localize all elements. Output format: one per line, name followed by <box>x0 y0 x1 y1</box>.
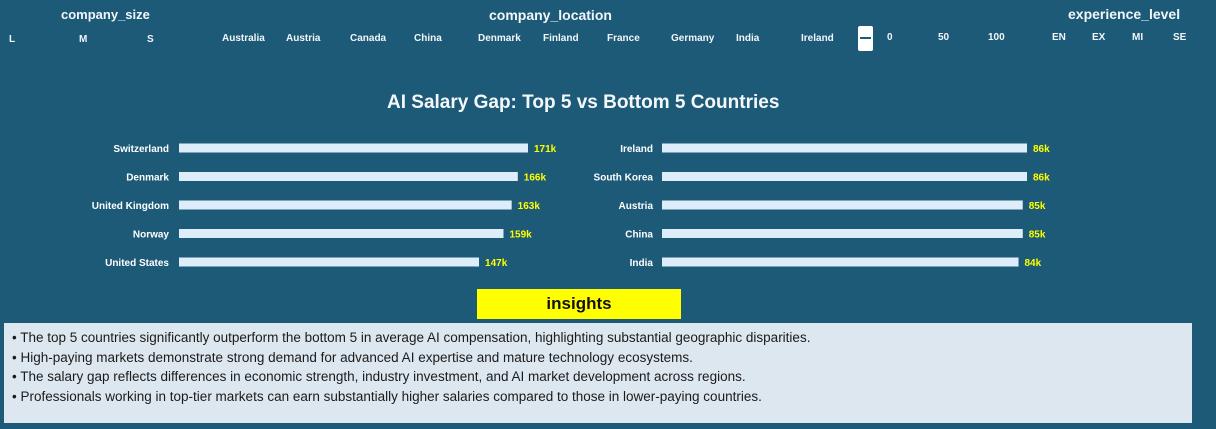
value-label: 86k <box>1033 144 1050 155</box>
value-label: 85k <box>1029 201 1046 212</box>
bar <box>662 229 1023 238</box>
value-label: 166k <box>524 173 547 184</box>
bar <box>179 200 512 210</box>
category-label: United States <box>105 258 169 269</box>
company-location-slicer-title: company_location <box>489 7 612 23</box>
slicer-item-location-australia[interactable]: Australia <box>222 33 265 44</box>
category-label: Switzerland <box>113 144 169 155</box>
slicer-item-location-denmark[interactable]: Denmark <box>478 33 521 44</box>
bar <box>179 172 518 181</box>
slicer-item-size-l[interactable]: L <box>9 34 16 45</box>
category-label: Denmark <box>126 173 169 184</box>
slicer-scrollbar[interactable] <box>858 26 873 51</box>
value-label: 171k <box>534 144 557 155</box>
category-label: Norway <box>133 230 170 241</box>
bar <box>179 143 528 153</box>
slicer-item-location-canada[interactable]: Canada <box>350 33 387 44</box>
value-label: 85k <box>1029 230 1046 241</box>
category-label: Ireland <box>620 144 653 155</box>
slicer-item-size-s[interactable]: S <box>147 34 154 45</box>
bar <box>662 172 1027 181</box>
slicer-item-location-austria[interactable]: Austria <box>286 33 321 44</box>
value-label: 163k <box>518 201 541 212</box>
slicer-item-remote-50[interactable]: 50 <box>938 32 950 43</box>
value-label: 159k <box>510 230 533 241</box>
slicer-item-remote-0[interactable]: 0 <box>887 32 893 43</box>
category-label: United Kingdom <box>92 201 169 212</box>
insight-line: • Professionals working in top-tier mark… <box>12 388 762 404</box>
insight-line: • The salary gap reflects differences in… <box>12 369 746 384</box>
value-label: 84k <box>1025 258 1042 269</box>
bar <box>662 200 1023 210</box>
top-5-salary-bar-chart: Switzerland 171k Denmark 166k United Kingdom… <box>92 143 557 269</box>
category-label: China <box>625 230 653 241</box>
company-size-slicer-title: company_size <box>61 7 150 22</box>
category-label: India <box>630 258 654 269</box>
experience-level-slicer-title: experience_level <box>1068 6 1181 22</box>
insight-line: • The top 5 countries significantly outp… <box>12 330 811 345</box>
slicer-item-location-india[interactable]: India <box>736 33 760 44</box>
insight-line: • High-paying markets demonstrate strong… <box>12 349 693 365</box>
slicer-item-experience-mi[interactable]: MI <box>1132 32 1144 43</box>
bar <box>662 143 1027 153</box>
bar <box>179 257 480 267</box>
bottom-5-salary-bar-chart: Ireland 86k South Korea 86k Austria 85k China 8… <box>594 143 1050 269</box>
slicer-item-location-finland[interactable]: Finland <box>543 33 579 44</box>
slicer-item-location-france[interactable]: France <box>607 33 640 44</box>
insights-header: insights <box>477 289 681 319</box>
slicer-item-experience-se[interactable]: SE <box>1173 32 1187 43</box>
bar <box>662 257 1019 267</box>
slicer-item-experience-en[interactable]: EN <box>1052 32 1066 43</box>
slicer-item-remote-100[interactable]: 100 <box>988 32 1005 43</box>
category-label: Austria <box>619 201 654 212</box>
bar <box>179 229 504 238</box>
slicer-item-location-germany[interactable]: Germany <box>671 33 715 44</box>
insights-box: • The top 5 countries significantly outp… <box>4 323 1192 423</box>
insights-title: insights <box>546 294 612 313</box>
slicer-item-experience-ex[interactable]: EX <box>1092 32 1106 43</box>
chart-title: AI Salary Gap: Top 5 vs Bottom 5 Countri… <box>387 92 780 113</box>
slicer-item-size-m[interactable]: M <box>79 34 88 45</box>
category-label: South Korea <box>594 173 654 184</box>
value-label: 86k <box>1033 173 1050 184</box>
slicer-item-location-ireland[interactable]: Ireland <box>801 33 834 44</box>
value-label: 147k <box>485 258 508 269</box>
slicer-item-location-china[interactable]: China <box>414 33 442 44</box>
